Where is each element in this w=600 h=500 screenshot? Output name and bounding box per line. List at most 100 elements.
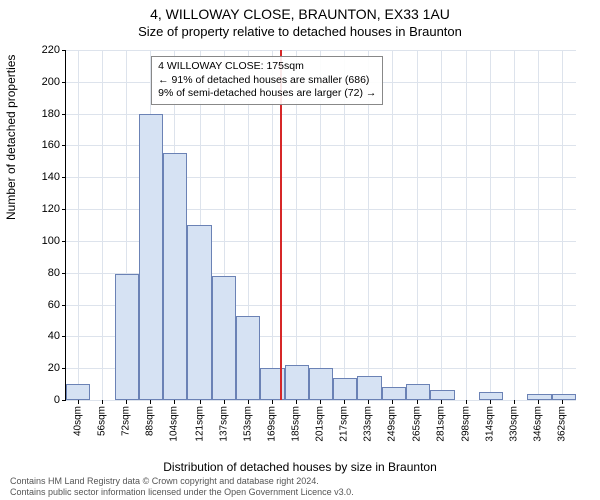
xtick-mark	[441, 400, 442, 404]
ytick-label: 40	[48, 330, 60, 342]
xtick-label: 233sqm	[363, 406, 374, 442]
ytick-mark	[62, 82, 66, 83]
histogram-bar	[139, 114, 163, 400]
histogram-bar	[236, 316, 260, 400]
histogram-bar	[115, 274, 139, 400]
histogram-bar	[382, 387, 406, 400]
xtick-mark	[126, 400, 127, 404]
histogram-bar	[479, 392, 503, 400]
xtick-label: 169sqm	[267, 406, 278, 442]
ytick-mark	[62, 209, 66, 210]
histogram-bar	[430, 390, 454, 400]
y-axis-label: Number of detached properties	[4, 55, 18, 220]
xtick-label: 330sqm	[509, 406, 520, 442]
ytick-label: 120	[42, 203, 60, 215]
xtick-mark	[296, 400, 297, 404]
attribution-line2: Contains public sector information licen…	[10, 487, 354, 498]
xtick-label: 281sqm	[435, 406, 446, 442]
xtick-label: 185sqm	[291, 406, 302, 442]
histogram-bar	[406, 384, 430, 400]
ytick-mark	[62, 368, 66, 369]
xtick-mark	[150, 400, 151, 404]
annotation-line3: 9% of semi-detached houses are larger (7…	[158, 87, 376, 101]
ytick-mark	[62, 305, 66, 306]
gridline-v	[562, 50, 563, 400]
xtick-label: 217sqm	[339, 406, 350, 442]
xtick-label: 40sqm	[73, 406, 84, 436]
xtick-label: 314sqm	[485, 406, 496, 442]
gridline-v	[466, 50, 467, 400]
xtick-mark	[272, 400, 273, 404]
histogram-bar	[552, 394, 576, 400]
xtick-mark	[224, 400, 225, 404]
gridline-v	[417, 50, 418, 400]
xtick-mark	[466, 400, 467, 404]
gridline-v	[392, 50, 393, 400]
xtick-mark	[490, 400, 491, 404]
histogram-bar	[357, 376, 381, 400]
xtick-label: 346sqm	[533, 406, 544, 442]
xtick-mark	[78, 400, 79, 404]
annotation-line2: ← 91% of detached houses are smaller (68…	[158, 74, 376, 88]
attribution-text: Contains HM Land Registry data © Crown c…	[10, 476, 354, 498]
ytick-mark	[62, 145, 66, 146]
ytick-mark	[62, 273, 66, 274]
gridline-v	[538, 50, 539, 400]
ytick-label: 160	[42, 139, 60, 151]
ytick-mark	[62, 114, 66, 115]
ytick-label: 140	[42, 171, 60, 183]
xtick-label: 265sqm	[411, 406, 422, 442]
annotation-box: 4 WILLOWAY CLOSE: 175sqm ← 91% of detach…	[151, 56, 383, 105]
xtick-label: 249sqm	[387, 406, 398, 442]
xtick-label: 362sqm	[557, 406, 568, 442]
chart-container: 4, WILLOWAY CLOSE, BRAUNTON, EX33 1AU Si…	[0, 0, 600, 500]
x-axis-label: Distribution of detached houses by size …	[0, 460, 600, 474]
ytick-label: 180	[42, 108, 60, 120]
xtick-mark	[562, 400, 563, 404]
gridline-v	[441, 50, 442, 400]
attribution-line1: Contains HM Land Registry data © Crown c…	[10, 476, 354, 487]
ytick-label: 100	[42, 235, 60, 247]
xtick-label: 298sqm	[461, 406, 472, 442]
gridline-v	[490, 50, 491, 400]
chart-subtitle: Size of property relative to detached ho…	[0, 22, 600, 39]
histogram-bar	[212, 276, 236, 400]
ytick-label: 80	[48, 267, 60, 279]
ytick-mark	[62, 241, 66, 242]
gridline-v	[514, 50, 515, 400]
ytick-mark	[62, 400, 66, 401]
ytick-mark	[62, 336, 66, 337]
xtick-label: 104sqm	[169, 406, 180, 442]
ytick-label: 60	[48, 299, 60, 311]
xtick-label: 56sqm	[97, 406, 108, 436]
gridline-v	[102, 50, 103, 400]
xtick-mark	[368, 400, 369, 404]
xtick-label: 153sqm	[243, 406, 254, 442]
xtick-label: 137sqm	[218, 406, 229, 442]
xtick-label: 72sqm	[121, 406, 132, 436]
ytick-mark	[62, 50, 66, 51]
histogram-bar	[333, 378, 357, 400]
xtick-mark	[538, 400, 539, 404]
histogram-bar	[527, 394, 551, 400]
xtick-label: 201sqm	[315, 406, 326, 442]
annotation-line1: 4 WILLOWAY CLOSE: 175sqm	[158, 60, 376, 74]
histogram-bar	[309, 368, 333, 400]
xtick-mark	[514, 400, 515, 404]
histogram-bar	[66, 384, 90, 400]
plot-area: 02040608010012014016018020022040sqm56sqm…	[65, 50, 576, 401]
xtick-mark	[102, 400, 103, 404]
ytick-mark	[62, 177, 66, 178]
xtick-label: 121sqm	[194, 406, 205, 442]
xtick-mark	[392, 400, 393, 404]
ytick-label: 220	[42, 44, 60, 56]
chart-title: 4, WILLOWAY CLOSE, BRAUNTON, EX33 1AU	[0, 0, 600, 22]
histogram-bar	[163, 153, 187, 400]
xtick-mark	[174, 400, 175, 404]
histogram-bar	[187, 225, 211, 400]
xtick-label: 88sqm	[145, 406, 156, 436]
xtick-mark	[200, 400, 201, 404]
gridline-v	[78, 50, 79, 400]
histogram-bar	[285, 365, 309, 400]
ytick-label: 0	[54, 394, 60, 406]
